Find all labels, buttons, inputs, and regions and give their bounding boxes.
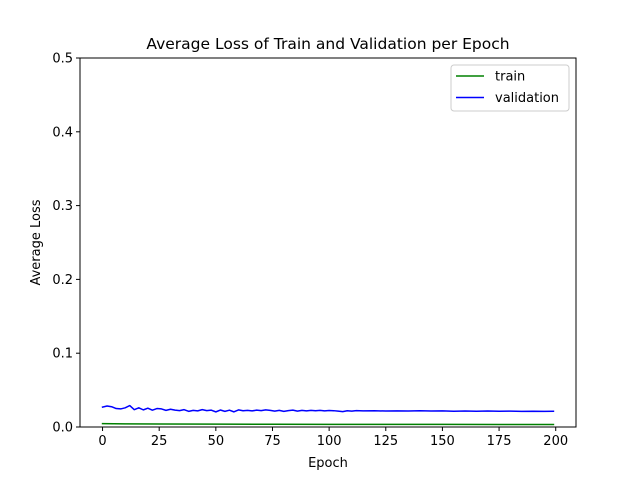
x-tick-label: 125	[373, 434, 398, 449]
x-tick-label: 50	[208, 434, 225, 449]
y-tick-label: 0.4	[52, 125, 73, 140]
y-tick-label: 0.3	[52, 199, 73, 214]
x-tick-label: 25	[151, 434, 168, 449]
plot-frame	[79, 57, 577, 428]
series-line-train	[101, 422, 555, 426]
legend-label-train: train	[495, 70, 525, 85]
chart-title: Average Loss of Train and Validation per…	[146, 35, 509, 53]
y-tick-label: 0.5	[52, 52, 73, 67]
x-tick-label: 75	[264, 434, 281, 449]
legend-label-validation: validation	[495, 91, 559, 106]
x-tick-label: 100	[317, 434, 342, 449]
x-tick-label: 200	[543, 434, 568, 449]
y-axis-ticks: 0.0 0.1 0.2 0.3 0.4 0.5	[52, 52, 80, 436]
y-tick-label: 0.2	[52, 273, 73, 288]
x-axis-label: Epoch	[308, 456, 348, 471]
y-tick-label: 0.0	[52, 421, 73, 436]
x-tick-label: 0	[98, 434, 106, 449]
y-tick-label: 0.1	[52, 347, 73, 362]
legend: train validation	[450, 64, 570, 112]
series-layer	[101, 404, 555, 426]
y-axis-label: Average Loss	[29, 199, 44, 285]
series-line-validation	[101, 404, 555, 413]
x-axis-ticks: 0 25 50 75 100 125 150 175 200	[98, 427, 568, 449]
x-tick-label: 150	[430, 434, 455, 449]
x-tick-label: 175	[487, 434, 512, 449]
